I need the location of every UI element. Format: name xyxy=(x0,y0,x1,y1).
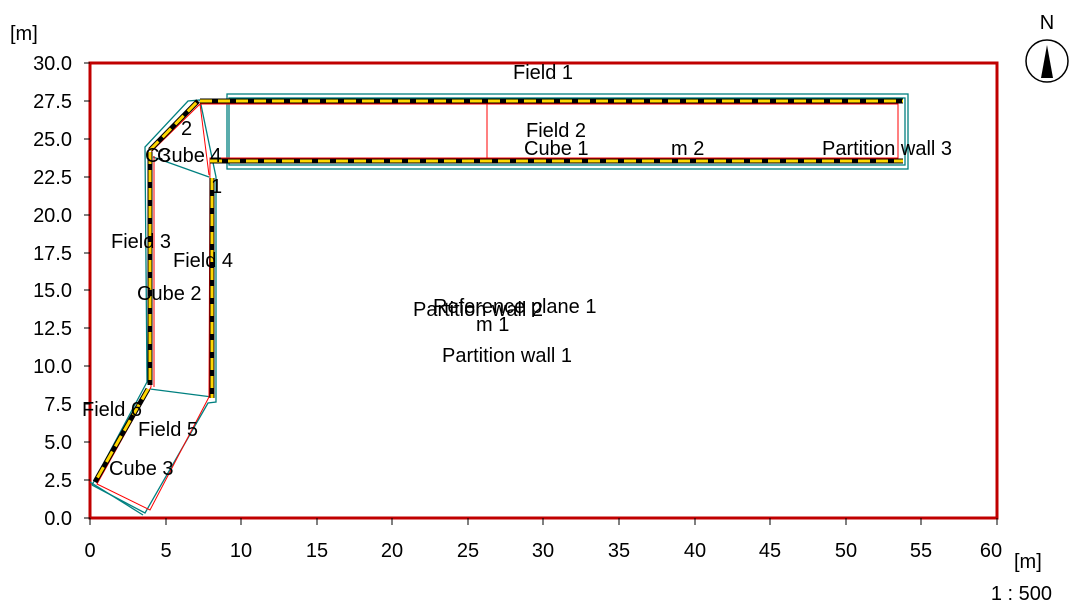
y-tick-label: 0.0 xyxy=(44,508,72,530)
partition-wall-1-label: Partition wall 1 xyxy=(442,345,572,367)
x-tick-label: 30 xyxy=(532,540,554,562)
x-tick-label: 25 xyxy=(457,540,479,562)
m-2-label: m 2 xyxy=(671,138,704,160)
x-tick-label: 45 xyxy=(759,540,781,562)
x-tick-label: 20 xyxy=(381,540,403,562)
partition-wall-3-label: Partition wall 3 xyxy=(822,138,952,160)
y-tick-label: 22.5 xyxy=(33,167,72,189)
field-2-label: Field 2 xyxy=(526,120,586,142)
x-tick-label: 5 xyxy=(160,540,171,562)
partition-wall-2-label: Partition wall 2 xyxy=(413,299,543,321)
x-tick-label: 10 xyxy=(230,540,252,562)
x-tick-label: 35 xyxy=(608,540,630,562)
wall-diagonal-top xyxy=(148,99,200,152)
x-axis xyxy=(89,518,998,525)
y-tick-label: 30.0 xyxy=(33,53,72,75)
y-unit-label: [m] xyxy=(10,23,38,45)
num-1-label: 1 xyxy=(211,176,222,198)
cube-3-label: Cube 3 xyxy=(109,458,174,480)
field-3-label: Field 3 xyxy=(111,231,171,253)
y-tick-label: 20.0 xyxy=(33,205,72,227)
y-tick-label: 7.5 xyxy=(44,394,72,416)
scale-label: 1 : 500 xyxy=(991,583,1052,605)
y-tick-label: 2.5 xyxy=(44,470,72,492)
x-tick-label: 50 xyxy=(835,540,857,562)
num-2-label: 2 xyxy=(181,118,192,140)
x-tick-label: 0 xyxy=(84,540,95,562)
y-tick-label: 15.0 xyxy=(33,280,72,302)
wall-diagonal-bottom xyxy=(92,387,151,484)
field-5-label: Field 5 xyxy=(138,419,198,441)
x-tick-label: 15 xyxy=(306,540,328,562)
field-1-label: Field 1 xyxy=(513,62,573,84)
y-tick-label: 5.0 xyxy=(44,432,72,454)
x-tick-label: 60 xyxy=(980,540,1002,562)
m-1-label: m 1 xyxy=(476,314,509,336)
building-outline xyxy=(89,93,909,516)
y-tick-label: 12.5 xyxy=(33,318,72,340)
y-tick-label: 27.5 xyxy=(33,91,72,113)
cube-4-label: Cube 4 xyxy=(157,145,222,167)
field-6-label: Field 6 xyxy=(82,399,142,421)
y-tick-label: 10.0 xyxy=(33,356,72,378)
north-arrow-icon: N xyxy=(1025,12,1069,83)
y-tick-label: 25.0 xyxy=(33,129,72,151)
x-unit-label: [m] xyxy=(1014,551,1042,573)
y-axis xyxy=(84,62,90,519)
x-tick-label: 55 xyxy=(910,540,932,562)
svg-text:N: N xyxy=(1040,12,1054,34)
cube-2-label: Cube 2 xyxy=(137,283,202,305)
c3-label: C3 xyxy=(145,145,171,167)
reference-plane-1-label: Reference plane 1 xyxy=(433,296,596,318)
cube-1-label: Cube 1 xyxy=(524,138,589,160)
field-4-label: Field 4 xyxy=(173,250,233,272)
x-tick-label: 40 xyxy=(684,540,706,562)
y-tick-label: 17.5 xyxy=(33,243,72,265)
